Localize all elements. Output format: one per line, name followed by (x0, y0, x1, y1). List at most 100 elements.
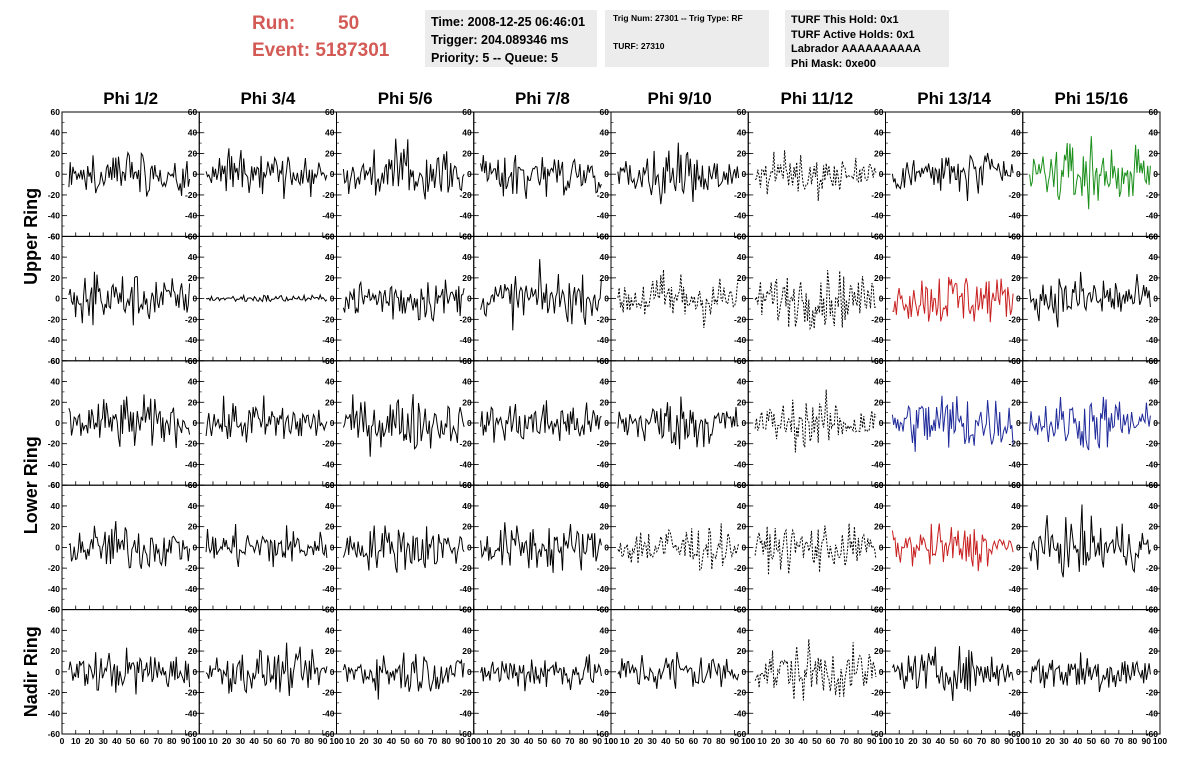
y-tick-label: 40 (600, 377, 610, 387)
y-tick-label: -20 (871, 563, 884, 573)
y-tick-label: 0 (467, 667, 472, 677)
x-tick-label: 20 (771, 736, 781, 746)
y-tick-label: 60 (462, 605, 472, 615)
y-tick-label: 20 (462, 273, 472, 283)
waveform-trace (892, 276, 1014, 323)
x-tick-label: 80 (167, 736, 177, 746)
y-tick-label: 0 (467, 294, 472, 304)
x-tick-label: 90 (455, 736, 465, 746)
y-tick-label: 40 (1011, 128, 1021, 138)
y-tick-label: 40 (462, 128, 472, 138)
y-tick-label: -20 (48, 190, 61, 200)
y-tick-label: 60 (462, 231, 472, 241)
y-tick-label: -40 (871, 335, 884, 345)
y-tick-label: 40 (325, 377, 335, 387)
y-tick-label: 60 (325, 231, 335, 241)
x-tick-label: 100 (1153, 736, 1167, 746)
y-tick-label: 0 (1016, 667, 1021, 677)
y-tick-label: -20 (185, 563, 198, 573)
y-tick-label: 40 (1149, 128, 1159, 138)
turf-hold-text: TURF This Hold: 0x1 (791, 14, 899, 26)
y-tick-label: -40 (1146, 459, 1159, 469)
x-tick-label: 90 (318, 736, 328, 746)
y-tick-label: 40 (325, 128, 335, 138)
column-header: Phi 1/2 (103, 89, 158, 108)
y-tick-label: -40 (597, 708, 610, 718)
x-tick-label: 90 (1004, 736, 1014, 746)
y-tick-label: 60 (737, 605, 747, 615)
y-tick-label: 0 (1153, 169, 1158, 179)
y-tick-label: -60 (734, 729, 747, 739)
y-tick-label: 0 (1153, 667, 1158, 677)
y-tick-label: 40 (600, 625, 610, 635)
y-tick-label: 40 (737, 252, 747, 262)
y-tick-label: -20 (459, 314, 472, 324)
waveform-trace (342, 652, 465, 700)
x-tick-label: 30 (510, 736, 520, 746)
y-tick-label: 40 (325, 501, 335, 511)
y-tick-label: 0 (467, 169, 472, 179)
waveform-trace (342, 279, 465, 323)
x-tick-label: 10 (620, 736, 630, 746)
y-tick-label: -20 (322, 190, 335, 200)
x-tick-label: 20 (1045, 736, 1055, 746)
turf-num-text: TURF: 27310 (613, 41, 665, 51)
y-tick-label: 0 (879, 418, 884, 428)
y-tick-label: 20 (325, 397, 335, 407)
y-tick-label: -40 (1008, 211, 1021, 221)
x-tick-label: 80 (853, 736, 863, 746)
waveform-trace (754, 389, 877, 453)
panel-frame (610, 484, 749, 611)
y-tick-label: 60 (51, 605, 61, 615)
waveform-trace (342, 394, 465, 457)
y-tick-label: 40 (1011, 377, 1021, 387)
y-tick-label: -20 (48, 563, 61, 573)
y-tick-label: 60 (737, 480, 747, 490)
x-tick-label: 0 (1020, 736, 1025, 746)
waveform-trace (205, 642, 328, 697)
event-value: 5187301 (315, 40, 390, 61)
y-tick-label: 60 (874, 356, 884, 366)
y-tick-label: -40 (871, 211, 884, 221)
y-tick-label: -20 (322, 688, 335, 698)
y-tick-label: 20 (1149, 522, 1159, 532)
y-tick-label: 0 (1153, 294, 1158, 304)
waveform-trace (754, 639, 877, 701)
x-tick-label: 60 (140, 736, 150, 746)
y-tick-label: 40 (737, 128, 747, 138)
waveform-trace (205, 148, 328, 200)
x-tick-label: 50 (812, 736, 822, 746)
waveform-trace (480, 522, 602, 573)
y-tick-label: -20 (597, 563, 610, 573)
ring-label: Lower Ring (21, 436, 41, 534)
y-tick-label: 20 (874, 522, 884, 532)
y-tick-label: -20 (734, 688, 747, 698)
column-header: Phi 7/8 (515, 89, 570, 108)
x-tick-label: 70 (977, 736, 987, 746)
waveform-trace (1029, 504, 1151, 578)
y-tick-label: -40 (322, 335, 335, 345)
x-tick-label: 80 (579, 736, 589, 746)
y-tick-label: 20 (874, 397, 884, 407)
y-tick-label: -20 (1146, 688, 1159, 698)
waveform-trace (342, 525, 465, 573)
panel-frame (1022, 111, 1161, 237)
y-tick-label: -20 (185, 314, 198, 324)
y-tick-label: 40 (1011, 252, 1021, 262)
y-tick-label: 20 (51, 273, 61, 283)
y-tick-label: 40 (1149, 501, 1159, 511)
x-tick-label: 30 (98, 736, 108, 746)
y-tick-label: 20 (51, 148, 61, 158)
y-tick-label: 20 (188, 148, 198, 158)
y-tick-label: 40 (462, 377, 472, 387)
y-tick-label: 0 (604, 667, 609, 677)
y-tick-label: 40 (462, 501, 472, 511)
y-tick-label: -20 (185, 439, 198, 449)
y-tick-label: 20 (1011, 522, 1021, 532)
time-info-box: Time: 2008-12-25 06:46:01 Trigger: 204.0… (425, 10, 597, 67)
x-tick-label: 10 (1032, 736, 1042, 746)
x-tick-label: 10 (483, 736, 493, 746)
y-tick-label: -60 (459, 729, 472, 739)
y-tick-label: -20 (185, 688, 198, 698)
turf-active-text: TURF Active Holds: 0x1 (791, 28, 915, 41)
